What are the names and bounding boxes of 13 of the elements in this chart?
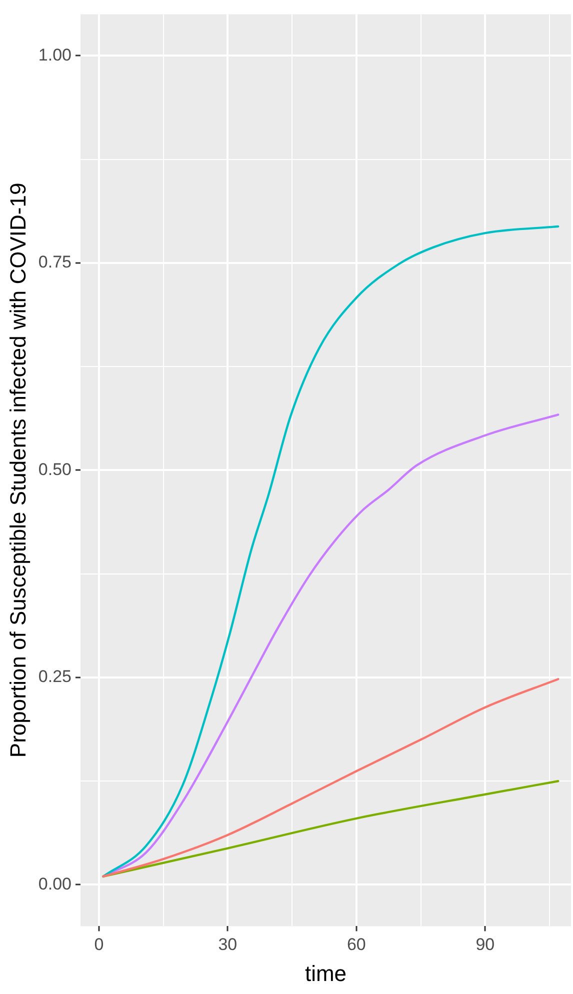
y-tick-label: 1.00 xyxy=(38,45,72,64)
y-tick-label: 0.50 xyxy=(38,460,72,479)
y-axis-title: Proportion of Susceptible Students infected with COVID-19 xyxy=(5,182,30,758)
y-tick-label: 0.00 xyxy=(38,874,72,894)
y-tick-label: 0.75 xyxy=(38,252,72,272)
x-axis-title: time xyxy=(304,960,347,986)
line-series xyxy=(102,225,560,878)
y-tick-label: 0.25 xyxy=(38,667,72,686)
x-tick-label: 0 xyxy=(94,935,104,954)
x-tick-label: 60 xyxy=(346,935,366,954)
x-tick-label: 30 xyxy=(218,935,238,954)
x-tick-label: 90 xyxy=(476,935,495,954)
line-series xyxy=(102,678,560,878)
